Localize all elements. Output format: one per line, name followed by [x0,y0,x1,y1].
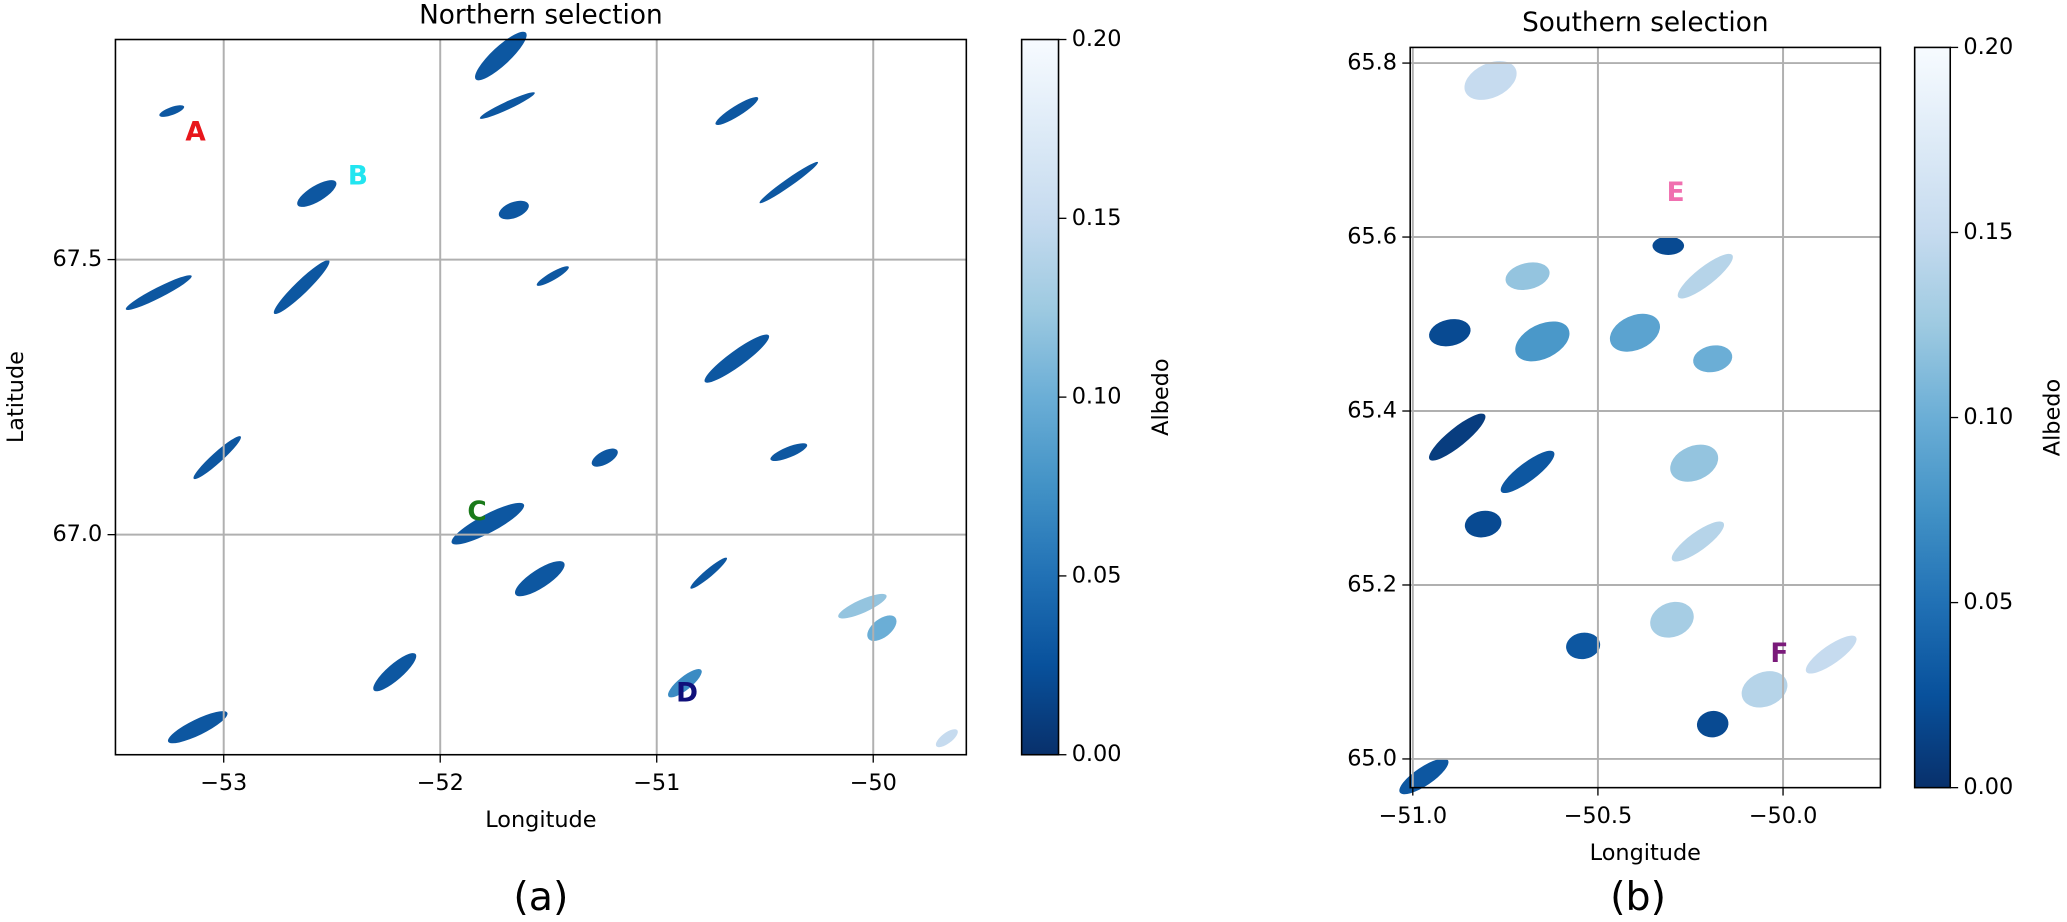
colorbar-tick-label: 0.00 [1963,774,2013,800]
lake [159,105,185,117]
lake-annotation: B [348,162,368,192]
lake [1399,758,1449,795]
lake [1650,601,1694,638]
colorbar-tick-label: 0.20 [1072,26,1122,52]
colorbar-tick-label: 0.05 [1963,589,2013,615]
lake [1515,321,1570,362]
y-tick-label: 67.0 [52,521,102,547]
lake [1566,632,1601,660]
colorbar [1913,46,1952,789]
lake [273,260,330,315]
lake [1696,710,1729,738]
y-axis-label: Latitude [3,351,29,443]
lake [125,275,192,310]
lake [1805,635,1857,674]
lake [1428,413,1486,461]
x-axis-label: Longitude [485,807,596,833]
panel-caption: (b) [1610,874,1666,920]
lake [498,200,529,220]
lake [1429,319,1471,347]
y-tick-label: 65.0 [1347,745,1397,771]
lake [867,615,897,641]
colorbar-tick-label: 0.15 [1072,205,1122,231]
panel-title: Southern selection [1522,8,1768,38]
y-tick-label: 65.6 [1347,224,1397,250]
lake [935,729,958,748]
lake [1464,61,1517,100]
colorbar-tick-label: 0.05 [1072,562,1122,588]
lake-annotation: E [1667,178,1685,208]
lake [167,711,228,744]
x-tick-label: −50 [850,770,897,796]
x-axis-label: Longitude [1590,840,1701,866]
y-tick-label: 65.2 [1347,571,1397,597]
x-tick-label: −52 [417,770,464,796]
x-tick-label: −53 [200,770,247,796]
lake [690,557,728,589]
colorbar [1020,38,1060,756]
lake [591,448,618,467]
lake [838,593,887,619]
lake [297,180,337,207]
panel-title: Northern selection [419,0,663,30]
panel-caption: (a) [513,874,568,920]
lake-annotation: F [1770,639,1788,669]
lake [1671,521,1725,562]
plot-frame [1409,46,1882,789]
y-tick-label: 65.4 [1347,398,1397,424]
colorbar-tick-label: 0.20 [1963,34,2013,60]
lake [1500,450,1555,494]
lake [1677,253,1733,299]
lake [1505,262,1550,290]
colorbar-tick-label: 0.10 [1072,384,1122,410]
lake [1693,345,1733,373]
lake-annotation: D [676,679,698,709]
lake [1464,510,1502,538]
lake [1741,671,1788,708]
lake [373,653,417,692]
lake [1670,444,1719,482]
colorbar-tick-label: 0.15 [1963,219,2013,245]
lake [479,92,535,119]
lake [759,161,819,204]
lake [704,334,770,383]
colorbar-label: Albedo [2039,379,2065,456]
colorbar-tick-label: 0.10 [1963,404,2013,430]
x-tick-label: −51.0 [1379,803,1448,829]
lake [715,97,759,126]
plot-frame [114,38,968,756]
lake [770,443,808,462]
x-tick-label: −50.0 [1749,803,1818,829]
colorbar-label: Albedo [1148,358,1174,435]
lake [536,266,569,286]
lake [451,502,525,545]
lake [1652,236,1685,255]
lake [475,31,527,81]
x-tick-label: −50.5 [1564,803,1633,829]
colorbar-tick-label: 0.00 [1072,741,1122,767]
y-tick-label: 65.8 [1347,50,1397,76]
lake-annotation: A [185,118,206,148]
lake [667,668,702,698]
y-tick-label: 67.5 [52,246,102,272]
lake [514,561,565,597]
lake [1609,313,1660,352]
x-tick-label: −51 [633,770,680,796]
lake-annotation: C [467,497,486,527]
lake [193,436,241,480]
